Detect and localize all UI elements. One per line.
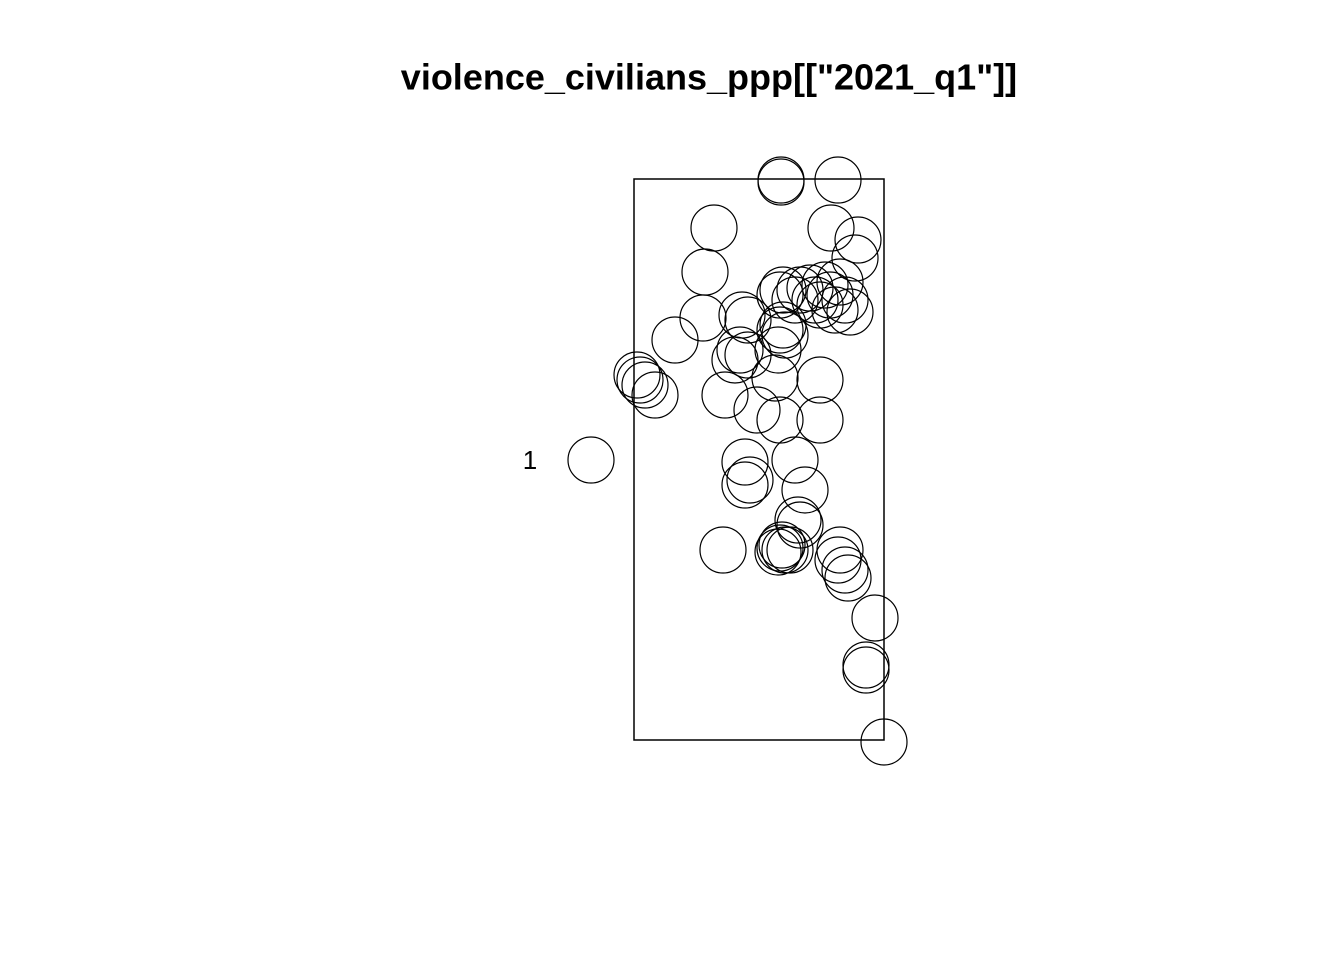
point xyxy=(842,646,890,694)
point xyxy=(796,356,844,404)
point xyxy=(733,386,781,434)
point xyxy=(651,316,699,364)
point xyxy=(756,396,804,444)
point xyxy=(716,326,764,374)
point xyxy=(807,204,855,252)
point xyxy=(786,264,834,312)
point xyxy=(754,528,802,576)
point xyxy=(756,306,804,354)
point xyxy=(757,156,805,204)
point xyxy=(701,371,749,419)
point xyxy=(771,436,819,484)
point xyxy=(834,216,882,264)
point xyxy=(814,156,862,204)
point xyxy=(631,371,679,419)
point xyxy=(726,456,774,504)
legend-symbol xyxy=(567,436,615,484)
point xyxy=(616,356,664,404)
point xyxy=(757,158,805,206)
legend-label: 1 xyxy=(523,445,537,475)
point xyxy=(766,526,814,574)
point xyxy=(721,438,769,486)
point xyxy=(699,526,747,574)
point xyxy=(758,521,806,569)
window xyxy=(633,178,885,741)
point xyxy=(751,354,799,402)
point xyxy=(842,641,890,689)
point xyxy=(690,204,738,252)
point xyxy=(621,361,669,409)
point xyxy=(821,546,869,594)
point xyxy=(781,466,829,514)
point xyxy=(613,351,661,399)
point xyxy=(759,266,807,314)
point xyxy=(774,496,822,544)
point xyxy=(791,276,839,324)
point xyxy=(801,261,849,309)
point xyxy=(851,594,899,642)
point xyxy=(724,296,772,344)
point xyxy=(860,718,908,766)
point xyxy=(826,288,874,336)
point xyxy=(824,554,872,602)
point xyxy=(681,248,729,296)
point xyxy=(754,326,802,374)
point xyxy=(756,271,804,319)
point xyxy=(711,336,759,384)
point xyxy=(814,536,862,584)
point xyxy=(796,396,844,444)
point xyxy=(821,276,869,324)
point xyxy=(831,234,879,282)
point xyxy=(721,461,769,509)
chart-title: violence_civilians_ppp[["2021_q1"]] xyxy=(401,57,1017,98)
point xyxy=(761,311,809,359)
point xyxy=(796,281,844,329)
